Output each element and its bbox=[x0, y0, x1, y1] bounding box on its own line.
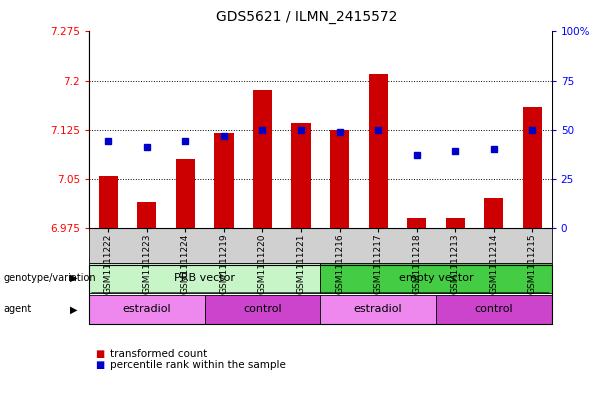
Text: empty vector: empty vector bbox=[398, 273, 473, 283]
Text: estradiol: estradiol bbox=[123, 305, 171, 314]
Bar bbox=[523, 107, 542, 228]
Bar bbox=[368, 74, 388, 228]
Bar bbox=[291, 123, 311, 228]
Text: genotype/variation: genotype/variation bbox=[3, 273, 96, 283]
Text: percentile rank within the sample: percentile rank within the sample bbox=[110, 360, 286, 371]
Bar bbox=[176, 159, 195, 228]
Bar bbox=[99, 176, 118, 228]
Text: transformed count: transformed count bbox=[110, 349, 208, 359]
Text: ■: ■ bbox=[95, 360, 104, 371]
Text: agent: agent bbox=[3, 305, 31, 314]
Bar bbox=[253, 90, 272, 228]
Text: estradiol: estradiol bbox=[354, 305, 403, 314]
Text: ▶: ▶ bbox=[70, 273, 77, 283]
Bar bbox=[407, 218, 427, 228]
Text: control: control bbox=[474, 305, 513, 314]
Bar bbox=[330, 130, 349, 228]
Text: control: control bbox=[243, 305, 282, 314]
Bar bbox=[214, 133, 234, 228]
Text: ■: ■ bbox=[95, 349, 104, 359]
Bar bbox=[484, 198, 503, 228]
Text: PRB vector: PRB vector bbox=[174, 273, 235, 283]
Text: ▶: ▶ bbox=[70, 305, 77, 314]
Bar bbox=[137, 202, 156, 228]
Text: GDS5621 / ILMN_2415572: GDS5621 / ILMN_2415572 bbox=[216, 10, 397, 24]
Bar bbox=[446, 218, 465, 228]
